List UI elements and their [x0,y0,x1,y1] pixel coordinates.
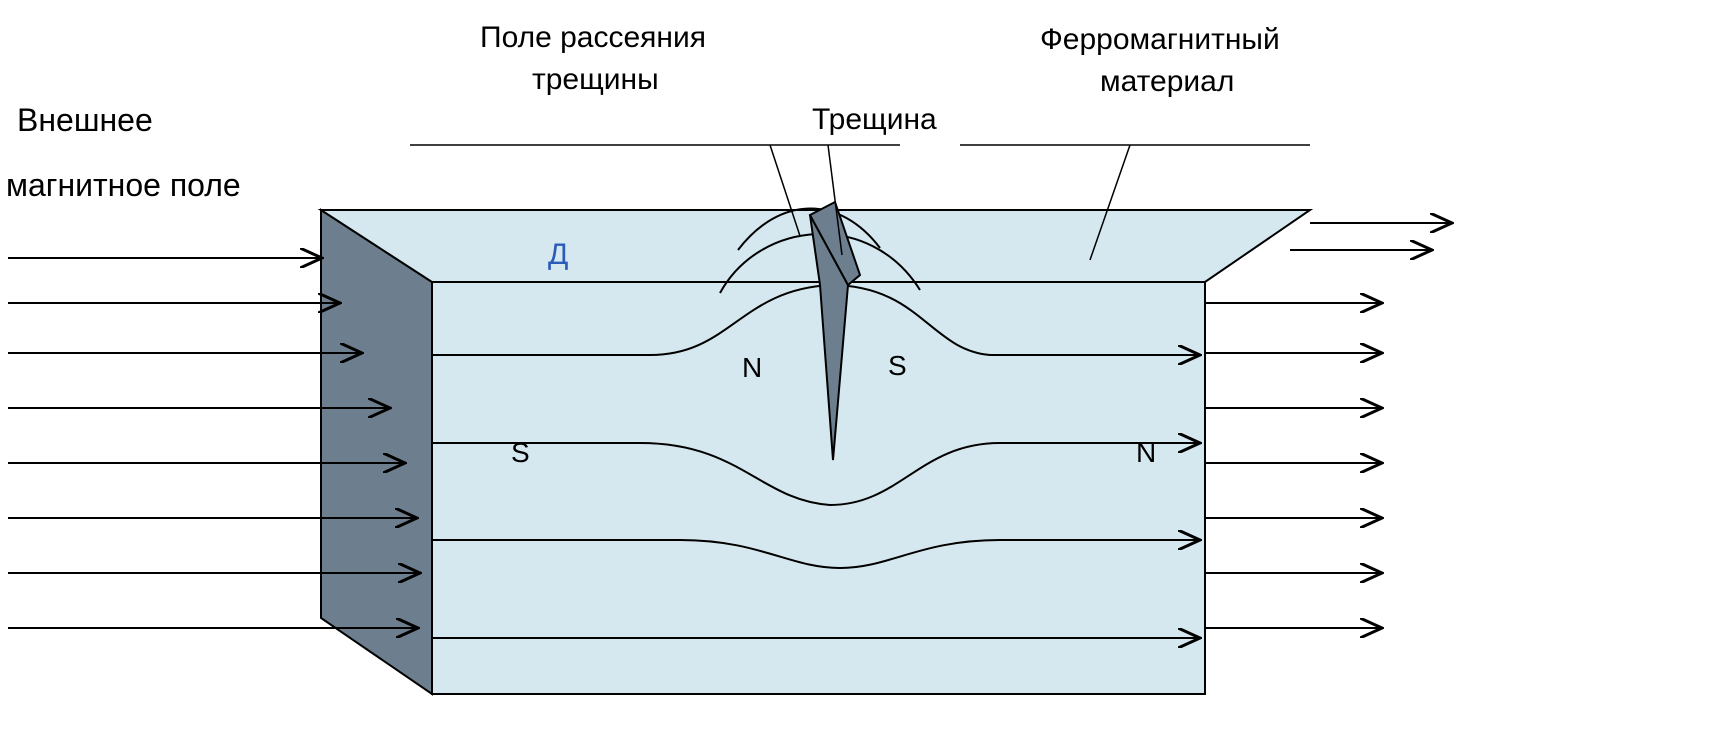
label-s-right: S [888,348,907,384]
box-side-face [321,210,432,694]
label-n-left: N [742,350,762,386]
label-external-field-2: магнитное поле [6,165,241,207]
label-d-marker: Д [548,235,568,274]
label-s-left: S [511,435,530,471]
label-crack: Трещина [812,100,937,139]
right-field-arrows [1205,223,1452,628]
label-scatter-field-2: трещины [532,60,659,99]
box-front-face [432,282,1205,694]
label-ferro-1: Ферромагнитный [1040,20,1280,59]
label-external-field-1: Внешнее [17,100,153,142]
label-n-right: N [1136,435,1156,471]
label-scatter-field-1: Поле рассеяния [480,18,706,57]
label-ferro-2: материал [1100,62,1234,101]
